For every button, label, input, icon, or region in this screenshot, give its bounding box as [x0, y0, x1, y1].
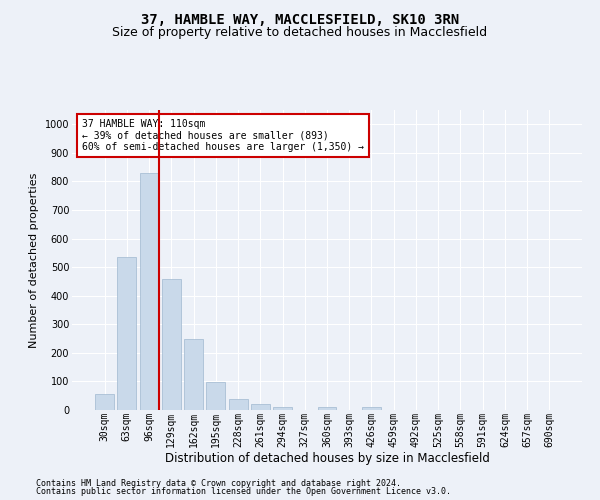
Text: Contains HM Land Registry data © Crown copyright and database right 2024.: Contains HM Land Registry data © Crown c… [36, 478, 401, 488]
Bar [229, 399, 248, 410]
Text: Size of property relative to detached houses in Macclesfield: Size of property relative to detached ho… [112, 26, 488, 39]
Text: Contains public sector information licensed under the Open Government Licence v3: Contains public sector information licen… [36, 487, 451, 496]
Text: 37 HAMBLE WAY: 110sqm
← 39% of detached houses are smaller (893)
60% of semi-det: 37 HAMBLE WAY: 110sqm ← 39% of detached … [82, 119, 364, 152]
Bar [140, 173, 158, 410]
Bar [162, 278, 181, 410]
Bar [317, 407, 337, 410]
Bar [184, 339, 203, 410]
Bar [118, 257, 136, 410]
Bar [206, 382, 225, 410]
Text: 37, HAMBLE WAY, MACCLESFIELD, SK10 3RN: 37, HAMBLE WAY, MACCLESFIELD, SK10 3RN [141, 12, 459, 26]
Y-axis label: Number of detached properties: Number of detached properties [29, 172, 39, 348]
Bar [362, 407, 381, 410]
Bar [251, 404, 270, 410]
Bar [273, 407, 292, 410]
X-axis label: Distribution of detached houses by size in Macclesfield: Distribution of detached houses by size … [164, 452, 490, 465]
Bar [95, 394, 114, 410]
